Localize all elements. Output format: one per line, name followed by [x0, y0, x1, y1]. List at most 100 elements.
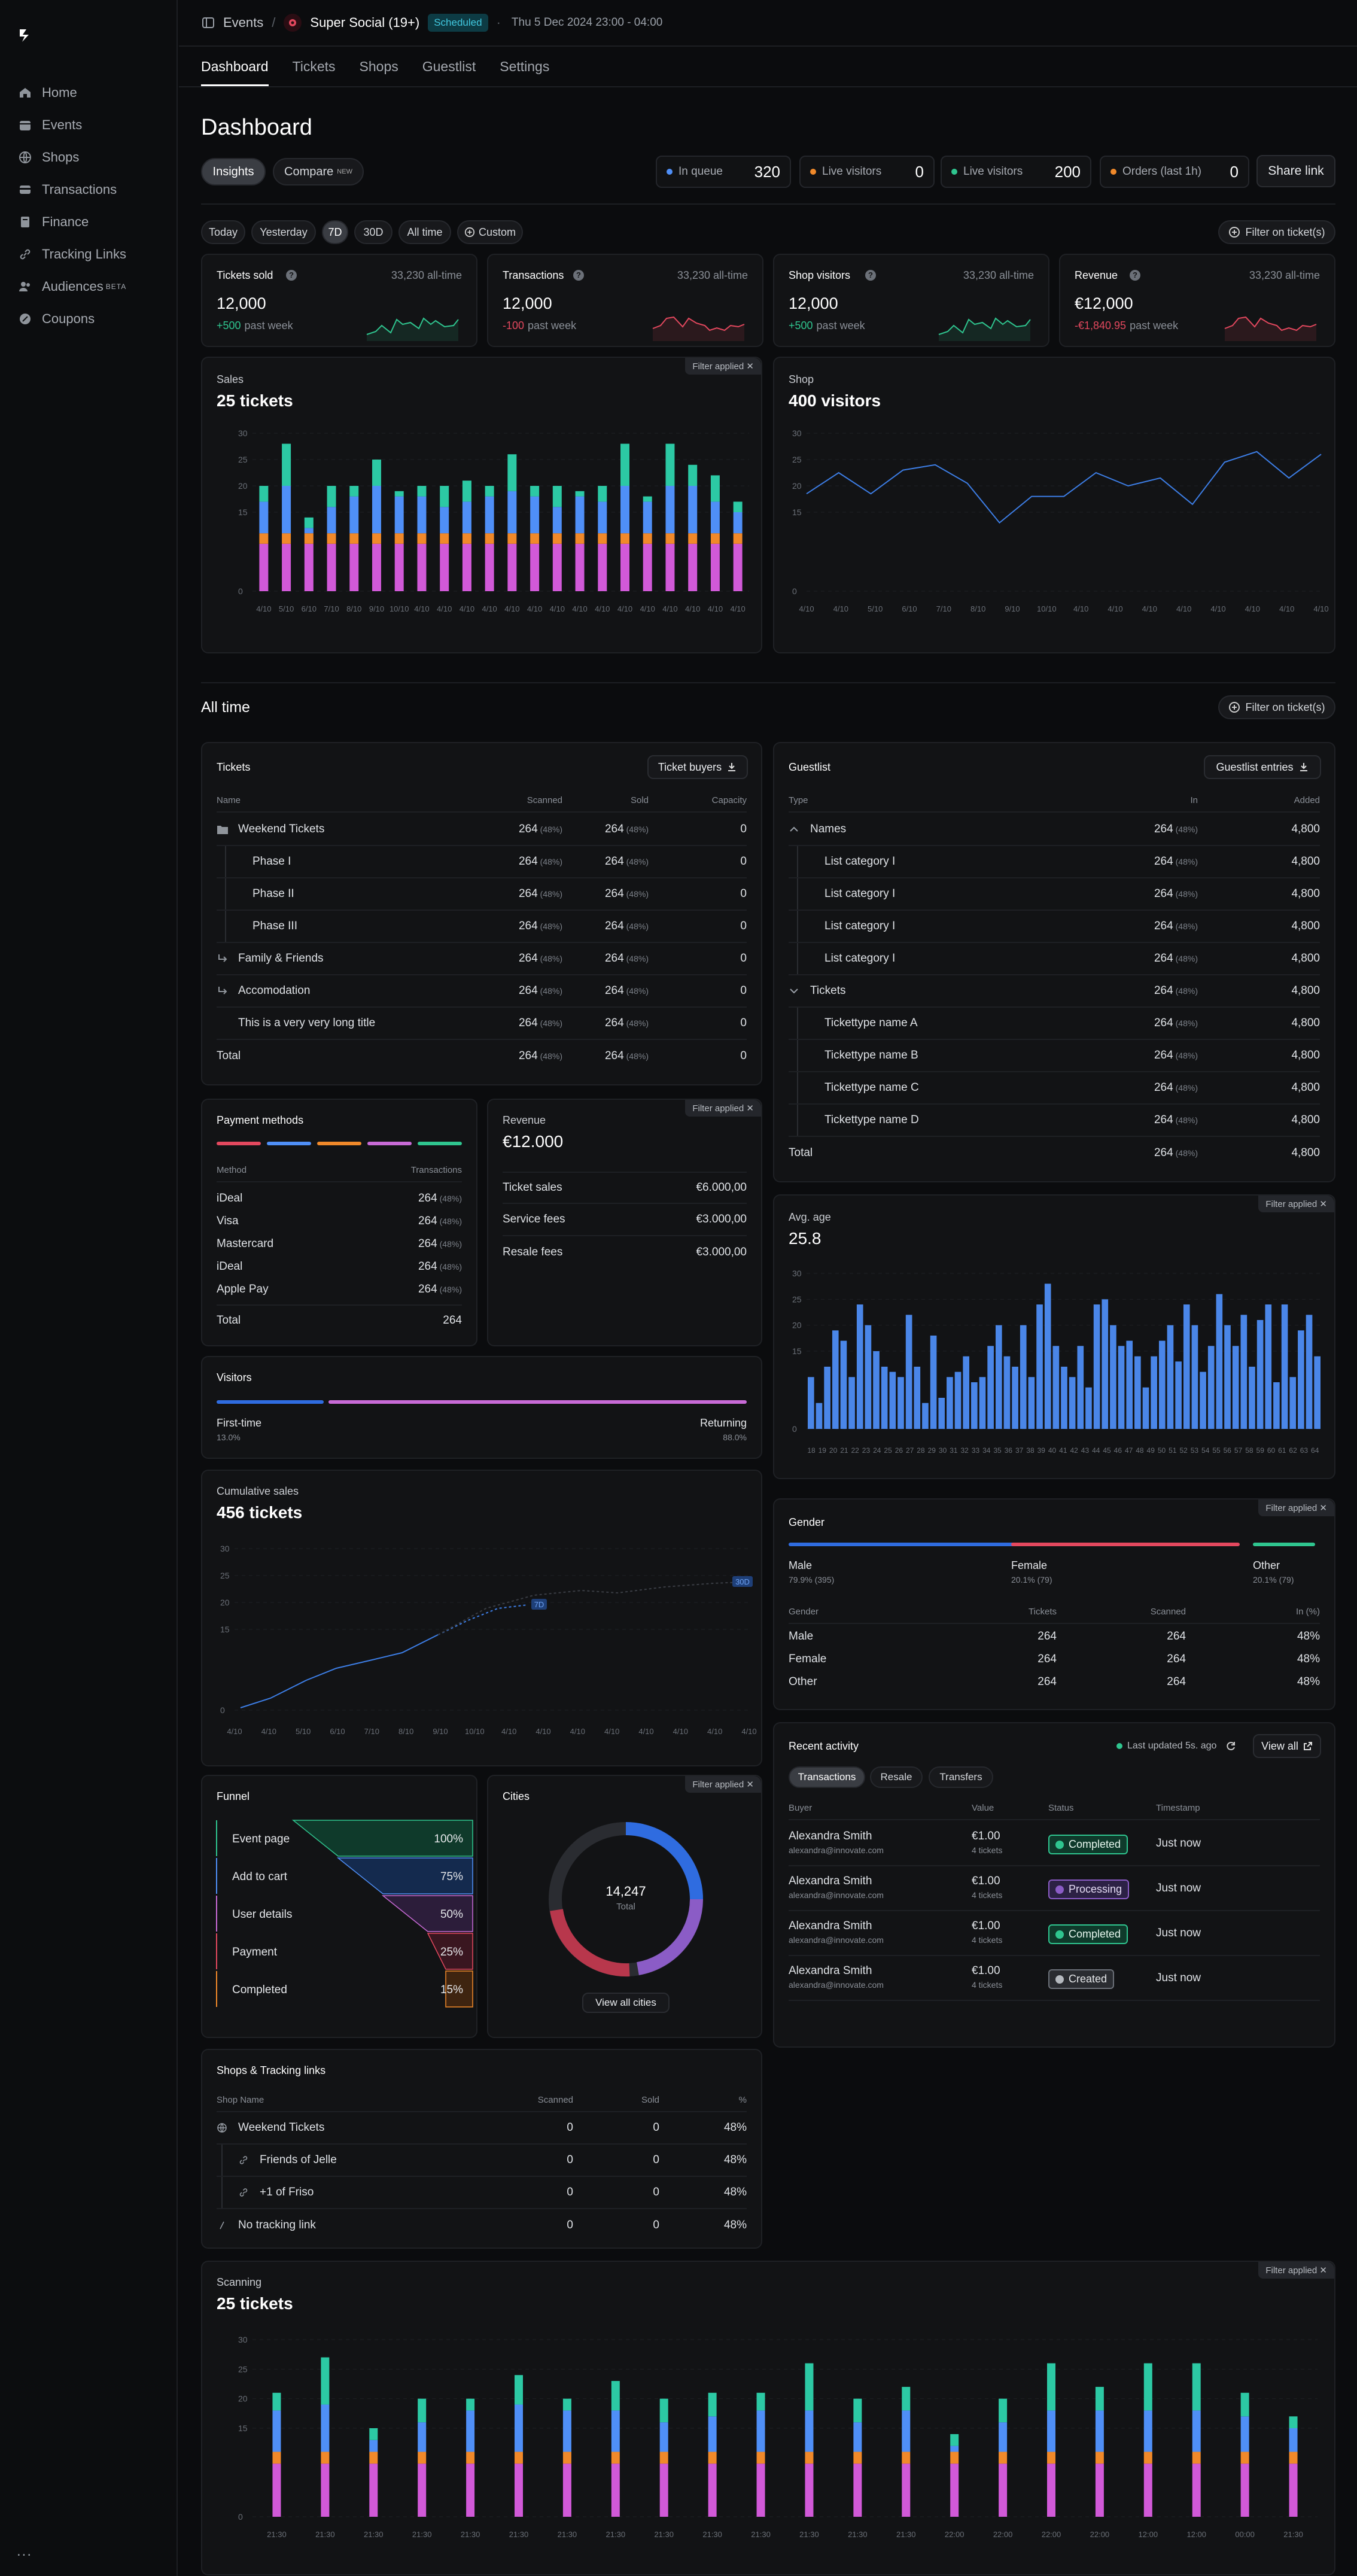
table-row[interactable]: List category I 264 (48%) 4,800 [789, 846, 1320, 878]
filter-applied-badge[interactable]: Filter applied ✕ [685, 358, 761, 375]
x-tick-label: 4/10 [570, 1727, 585, 1736]
compare-toggle[interactable]: Compare NEW [273, 158, 364, 185]
table-row[interactable]: Weekend Tickets 264 (48%) 264 (48%) 0 [217, 814, 747, 846]
table-row[interactable]: Tickettype name D 264 (48%) 4,800 [789, 1105, 1320, 1137]
table-row[interactable]: Friends of Jelle 0 0 48% [217, 2145, 747, 2177]
filter-7d[interactable]: 7D [322, 220, 348, 244]
payment-pct: (48%) [439, 1194, 462, 1203]
table-row[interactable]: Phase III 264 (48%) 264 (48%) 0 [217, 911, 747, 943]
x-tick-label: 33 [972, 1446, 980, 1455]
filter-tickets-button[interactable]: Filter on ticket(s) [1218, 695, 1335, 719]
event-name[interactable]: Super Social (19+) [310, 15, 420, 30]
order-tickets: 4 tickets [972, 1980, 1003, 1990]
close-icon[interactable]: ✕ [746, 361, 754, 372]
sidebar-item-label: Coupons [42, 311, 95, 326]
sidebar-item-tracking-links[interactable]: Tracking Links [18, 238, 162, 270]
tab-settings[interactable]: Settings [500, 59, 550, 74]
table-row[interactable]: This is a very very long title 264 (48%) 26… [217, 1008, 747, 1040]
sidebar-item-coupons[interactable]: Coupons [18, 303, 162, 335]
shop-chart: 0 15 20 25 30 4/10 4/10 5/10 6/10 7/10 8/10 9/10 10/… [792, 428, 1329, 613]
kpi-delta: +500 [789, 320, 813, 331]
help-icon[interactable]: ? [573, 270, 584, 281]
chevron-up-icon[interactable] [789, 824, 799, 835]
filter-all-time[interactable]: All time [398, 220, 451, 244]
table-row[interactable]: Tickettype name B 264 (48%) 4,800 [789, 1040, 1320, 1072]
activity-row[interactable]: Alexandra Smith alexandra@innovate.com €1.… [789, 1956, 1320, 2001]
activity-row[interactable]: Alexandra Smith alexandra@innovate.com €1.… [789, 1821, 1320, 1866]
insights-toggle[interactable]: Insights [201, 158, 266, 185]
table-row[interactable]: Accomodation 264 (48%) 264 (48%) 0 [217, 975, 747, 1008]
sidebar-item-transactions[interactable]: Transactions [18, 174, 162, 206]
sidebar-item-events[interactable]: Events [18, 109, 162, 141]
added-value: 4,800 [1291, 984, 1320, 997]
ticket-buyers-button[interactable]: Ticket buyers [647, 755, 748, 779]
table-row[interactable]: +1 of Friso 0 0 48% [217, 2177, 747, 2209]
share-link-button[interactable]: Share link [1256, 155, 1335, 187]
filter-applied-badge[interactable]: Filter applied ✕ [1258, 1196, 1334, 1212]
capacity-value: 0 [740, 920, 747, 932]
x-tick-label: 38 [1026, 1446, 1035, 1455]
sidebar-item-finance[interactable]: Finance [18, 206, 162, 238]
help-icon[interactable]: ? [286, 270, 297, 281]
activity-tab-transactions[interactable]: Transactions [789, 1766, 865, 1788]
guestlist-entries-button[interactable]: Guestlist entries [1204, 755, 1321, 779]
chevron-down-icon[interactable] [789, 986, 799, 996]
table-row[interactable]: No tracking link 0 0 48% [217, 2209, 747, 2242]
age-bar [979, 1377, 986, 1429]
activity-tab-resale[interactable]: Resale [870, 1766, 923, 1788]
filter-applied-badge[interactable]: Filter applied ✕ [685, 1776, 761, 1793]
table-row[interactable]: Phase II 264 (48%) 264 (48%) 0 [217, 878, 747, 911]
table-row[interactable]: List category I 264 (48%) 4,800 [789, 911, 1320, 943]
close-icon[interactable]: ✕ [1319, 1199, 1327, 1209]
brand-logo-icon[interactable] [18, 28, 34, 43]
breadcrumb-events[interactable]: Events [223, 15, 264, 30]
more-icon[interactable]: ... [17, 2543, 33, 2559]
filter-custom[interactable]: Custom [457, 220, 523, 244]
ticket-name: Phase II [252, 887, 294, 900]
filter-30d[interactable]: 30D [354, 220, 393, 244]
age-bar [1020, 1325, 1027, 1429]
refresh-icon[interactable] [1225, 1740, 1237, 1752]
close-icon[interactable]: ✕ [746, 1103, 754, 1114]
live-stat-label: In queue [678, 165, 723, 178]
shop-sold: 0 [653, 2186, 659, 2198]
timestamp: Just now [1156, 1837, 1201, 1850]
activity-tab-transfers[interactable]: Transfers [929, 1766, 993, 1788]
filter-applied-badge[interactable]: Filter applied ✕ [685, 1100, 761, 1117]
filter-today[interactable]: Today [201, 220, 245, 244]
table-row[interactable]: List category I 264 (48%) 4,800 [789, 943, 1320, 975]
tab-tickets[interactable]: Tickets [292, 59, 336, 74]
sidebar-toggle-icon[interactable] [202, 16, 215, 29]
filter-tickets-button[interactable]: Filter on ticket(s) [1218, 220, 1335, 244]
table-row[interactable]: Tickettype name A 264 (48%) 4,800 [789, 1008, 1320, 1040]
help-icon[interactable]: ? [1130, 270, 1140, 281]
table-row[interactable]: Names 264 (48%) 4,800 [789, 814, 1320, 846]
activity-row[interactable]: Alexandra Smith alexandra@innovate.com €1.… [789, 1911, 1320, 1956]
table-row[interactable]: Tickettype name C 264 (48%) 4,800 [789, 1072, 1320, 1105]
table-row[interactable]: Tickets 264 (48%) 4,800 [789, 975, 1320, 1008]
kpi-delta-row: +500 past week [217, 320, 293, 332]
filter-yesterday[interactable]: Yesterday [251, 220, 316, 244]
filter-applied-badge[interactable]: Filter applied ✕ [1258, 2262, 1334, 2279]
bar-segment [418, 2398, 427, 2423]
close-icon[interactable]: ✕ [1319, 1503, 1327, 1513]
table-row[interactable]: List category I 264 (48%) 4,800 [789, 878, 1320, 911]
table-row[interactable]: Phase I 264 (48%) 264 (48%) 0 [217, 846, 747, 878]
sidebar-item-label: Home [42, 85, 77, 100]
view-all-cities-button[interactable]: View all cities [582, 1993, 670, 2013]
sidebar-item-shops[interactable]: Shops [18, 141, 162, 174]
tab-shops[interactable]: Shops [359, 59, 398, 74]
tab-dashboard[interactable]: Dashboard [201, 47, 269, 86]
view-all-button[interactable]: View all [1253, 1734, 1321, 1758]
tab-guestlist[interactable]: Guestlist [422, 59, 476, 74]
sidebar-item-home[interactable]: Home [18, 77, 162, 109]
activity-row[interactable]: Alexandra Smith alexandra@innovate.com €1.… [789, 1866, 1320, 1911]
close-icon[interactable]: ✕ [746, 1780, 754, 1790]
sidebar-item-audiences[interactable]: Audiences BETA [18, 270, 162, 303]
help-icon[interactable]: ? [865, 270, 876, 281]
filter-applied-badge[interactable]: Filter applied ✕ [1258, 1500, 1334, 1516]
close-icon[interactable]: ✕ [1319, 2265, 1327, 2276]
table-row[interactable]: Family & Friends 264 (48%) 264 (48%) 0 [217, 943, 747, 975]
bar-segment [507, 533, 517, 544]
table-row[interactable]: Weekend Tickets 0 0 48% [217, 2112, 747, 2145]
